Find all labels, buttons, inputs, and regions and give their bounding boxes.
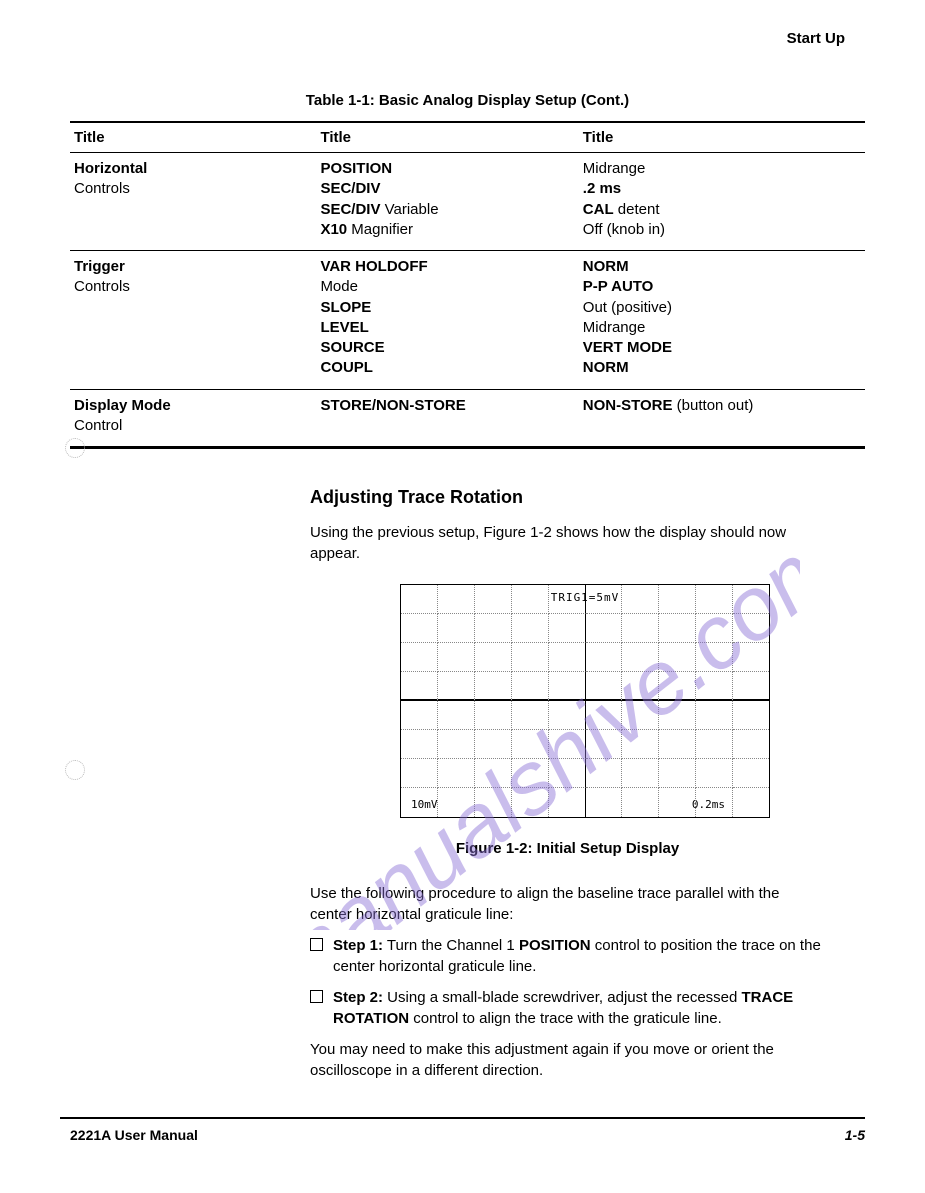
punch-hole-icon [65,760,85,780]
footer-manual-title: 2221A User Manual [70,1127,198,1143]
setup-table: Title Title Title HorizontalControlsPOSI… [70,121,865,449]
table-row: Display ModeControlSTORE/NON-STORENON-ST… [70,389,865,448]
page-footer: 2221A User Manual 1-5 [70,1127,865,1143]
checkbox-icon [310,938,323,951]
table-cell: Midrange.2 msCAL detentOff (knob in) [579,153,865,251]
step-text: Step 1: Turn the Channel 1 POSITION cont… [333,935,825,977]
figure-scope-display: TRIG1=5mV 10mV 0.2ms Figure 1-2: Initial… [400,584,825,857]
intro-text: Using the previous setup, Figure 1-2 sho… [310,522,825,564]
table-cell: TriggerControls [70,251,316,390]
table-header: Title [316,122,578,153]
table-cell: NON-STORE (button out) [579,389,865,448]
procedure-intro: Use the following procedure to align the… [310,883,825,925]
page-header-section: Start Up [70,30,865,47]
table-cell: HorizontalControls [70,153,316,251]
table-cell: STORE/NON-STORE [316,389,578,448]
table-cell: Display ModeControl [70,389,316,448]
checkbox-icon [310,990,323,1003]
footer-rule [60,1117,865,1119]
section-heading: Adjusting Trace Rotation [310,487,825,508]
table-header-row: Title Title Title [70,122,865,153]
punch-hole-icon [65,438,85,458]
figure-caption: Figure 1-2: Initial Setup Display [310,840,825,857]
table-caption: Table 1-1: Basic Analog Display Setup (C… [70,92,865,109]
step-item: Step 2: Using a small-blade screwdriver,… [310,987,825,1029]
table-cell: NORMP-P AUTOOut (positive)MidrangeVERT M… [579,251,865,390]
step-text: Step 2: Using a small-blade screwdriver,… [333,987,825,1029]
outro-text: You may need to make this adjustment aga… [310,1039,825,1081]
table-row: TriggerControlsVAR HOLDOFFModeSLOPELEVEL… [70,251,865,390]
step-item: Step 1: Turn the Channel 1 POSITION cont… [310,935,825,977]
table-header: Title [579,122,865,153]
table-cell: VAR HOLDOFFModeSLOPELEVELSOURCECOUPL [316,251,578,390]
table-header: Title [70,122,316,153]
scope-grid: TRIG1=5mV 10mV 0.2ms [400,584,770,818]
table-cell: POSITIONSEC/DIVSEC/DIV VariableX10 Magni… [316,153,578,251]
footer-page-number: 1-5 [845,1127,865,1143]
table-row: HorizontalControlsPOSITIONSEC/DIVSEC/DIV… [70,153,865,251]
